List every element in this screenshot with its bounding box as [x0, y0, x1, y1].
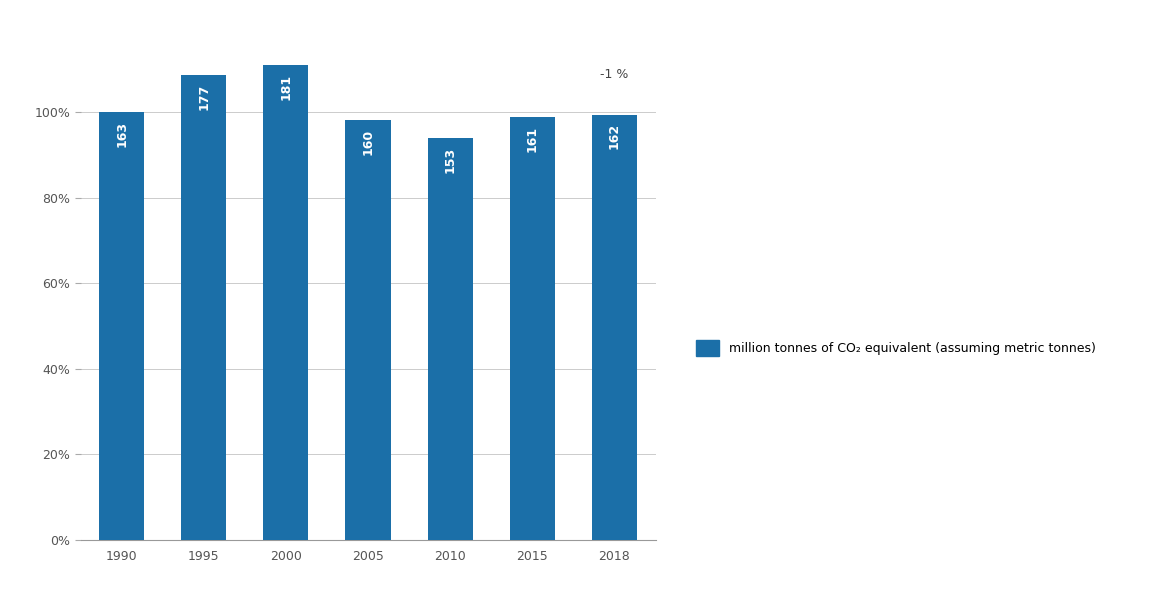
Bar — [345, 120, 391, 540]
Text: 162: 162 — [608, 124, 621, 149]
Bar — [263, 65, 308, 540]
Text: 160: 160 — [361, 128, 375, 155]
Bar — [428, 139, 473, 540]
Bar — [592, 115, 637, 540]
Text: 161: 161 — [526, 126, 539, 152]
Text: 181: 181 — [279, 73, 292, 100]
Bar — [509, 118, 555, 540]
Bar — [99, 112, 144, 540]
Text: -1 %: -1 % — [600, 68, 629, 80]
Text: 163: 163 — [115, 121, 128, 147]
Text: 153: 153 — [444, 147, 457, 173]
Text: 177: 177 — [197, 84, 210, 110]
Legend: million tonnes of CO₂ equivalent (assuming metric tonnes): million tonnes of CO₂ equivalent (assumi… — [696, 340, 1096, 356]
Bar — [182, 76, 227, 540]
